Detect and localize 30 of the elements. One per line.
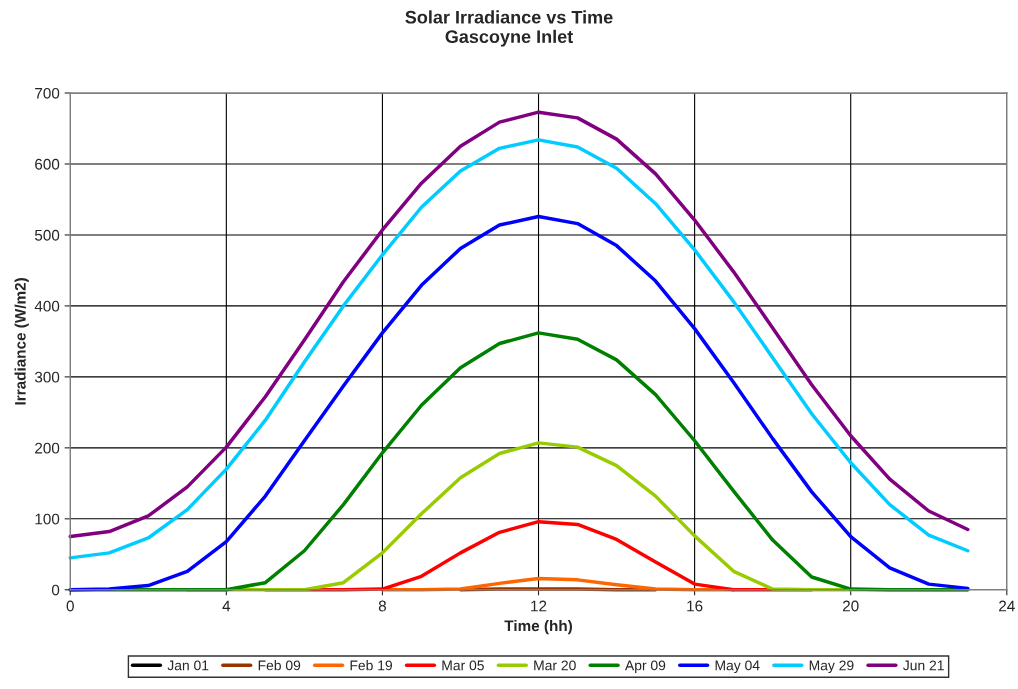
x-tick-label: 0 bbox=[66, 600, 74, 612]
x-axis-title: Time (hh) bbox=[504, 620, 572, 635]
y-tick-label: 600 bbox=[35, 158, 60, 170]
y-tick-label: 400 bbox=[34, 300, 60, 312]
y-tick-label: 300 bbox=[34, 371, 60, 383]
x-tick-label: 8 bbox=[378, 600, 387, 612]
legend-label: Feb 09 bbox=[258, 660, 301, 671]
y-tick-label: 200 bbox=[35, 442, 60, 454]
chart-title: Solar Irradiance vs Time Gascoyne Inlet bbox=[405, 10, 613, 47]
legend-label: Feb 19 bbox=[350, 660, 393, 671]
x-tick-label: 12 bbox=[531, 600, 547, 612]
y-tick-label: 500 bbox=[34, 229, 60, 241]
legend-label: Jun 21 bbox=[903, 660, 944, 671]
x-tick-label: 20 bbox=[842, 600, 859, 612]
legend-label: Mar 05 bbox=[442, 660, 484, 671]
line-series bbox=[68, 331, 970, 592]
y-axis-title: Irradiance (W/m2) bbox=[14, 278, 29, 405]
y-tick-label: 100 bbox=[35, 513, 60, 525]
legend-label: Mar 20 bbox=[534, 660, 576, 671]
x-tick-label: 4 bbox=[222, 600, 231, 612]
y-tick-label: 700 bbox=[35, 87, 60, 99]
legend-label: Apr 09 bbox=[624, 660, 666, 674]
x-tick-label: 16 bbox=[687, 600, 703, 612]
legend-label: May 29 bbox=[809, 660, 854, 674]
line-series bbox=[380, 576, 736, 592]
legend-label: Jan 01 bbox=[167, 660, 209, 671]
line-series bbox=[68, 214, 970, 592]
legend-label: May 04 bbox=[715, 660, 760, 674]
x-tick-label: 24 bbox=[999, 600, 1015, 612]
y-tick-label: 0 bbox=[51, 584, 60, 596]
